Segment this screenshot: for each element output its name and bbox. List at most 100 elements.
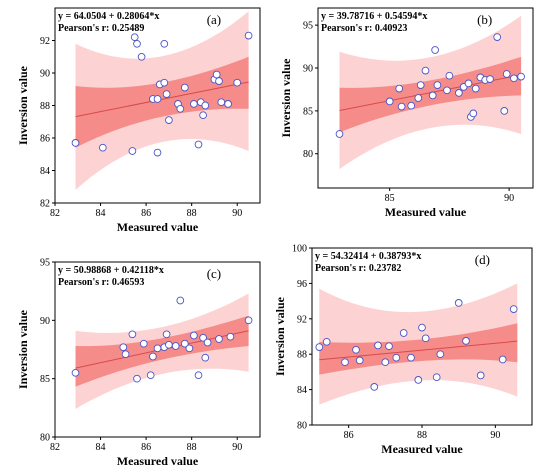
y-tick-label: 90 xyxy=(40,69,50,80)
data-point xyxy=(443,86,451,95)
data-point xyxy=(407,101,416,110)
data-point xyxy=(510,74,518,83)
data-point xyxy=(454,299,463,307)
data-point xyxy=(160,78,169,87)
data-point xyxy=(162,330,171,339)
plot-area xyxy=(71,293,253,409)
confidence-band xyxy=(319,323,518,375)
data-point xyxy=(385,97,394,106)
panel-3: 82 84 86 88 90 80 85 90 95 Measured value Inversio… xyxy=(16,258,261,468)
y-tick-label: 80 xyxy=(303,149,313,160)
data-point xyxy=(180,339,189,348)
data-point xyxy=(146,371,155,380)
data-point xyxy=(381,358,390,367)
x-tick-label: 86 xyxy=(141,208,151,219)
pearson-r: Pearson's r: 0.23782 xyxy=(315,263,401,274)
y-tick-label: 82 xyxy=(40,199,50,210)
plot-frame xyxy=(54,261,261,438)
data-point xyxy=(445,71,454,80)
y-tick-label: 80 xyxy=(297,421,307,432)
data-point xyxy=(139,339,148,348)
y-tick-label: 85 xyxy=(303,106,313,117)
data-point xyxy=(335,130,344,138)
panel-label: (b) xyxy=(477,12,492,27)
data-point xyxy=(149,352,157,361)
x-tick-label: 90 xyxy=(232,208,242,219)
data-point xyxy=(414,94,423,102)
regression-equation: y = 54.32414 + 0.38793*x xyxy=(315,251,421,262)
data-point xyxy=(244,31,253,40)
x-tick-label: 85 xyxy=(385,193,395,204)
data-point xyxy=(469,109,478,118)
x-tick-label: 86 xyxy=(344,430,354,441)
data-point xyxy=(226,332,235,341)
x-tick-label: 82 xyxy=(50,442,60,453)
y-axis-label: Inversion value xyxy=(16,309,30,389)
confidence-band xyxy=(75,315,249,387)
data-point xyxy=(374,341,382,350)
data-point xyxy=(133,39,141,48)
x-tick-label: 88 xyxy=(187,208,197,219)
plot-area xyxy=(315,283,518,405)
panel-label: (a) xyxy=(207,12,221,27)
y-tick-label: 84 xyxy=(40,166,50,177)
data-point xyxy=(194,371,203,380)
data-point xyxy=(119,343,128,352)
data-point xyxy=(71,368,80,377)
data-point xyxy=(322,337,331,346)
x-tick-label: 84 xyxy=(96,208,106,219)
y-tick-label: 85 xyxy=(40,374,50,385)
x-axis-label: Measured value xyxy=(117,454,199,468)
data-point xyxy=(464,79,473,88)
data-point xyxy=(493,33,502,41)
y-tick-label: 90 xyxy=(303,64,313,75)
data-point xyxy=(486,75,494,83)
panel-label: (d) xyxy=(475,252,490,267)
x-tick-label: 88 xyxy=(417,430,427,441)
data-point xyxy=(133,374,141,383)
data-point xyxy=(98,143,107,152)
data-point xyxy=(428,91,437,100)
plot-frame xyxy=(317,7,534,189)
fit-line xyxy=(319,340,518,361)
data-point xyxy=(352,345,360,354)
y-tick-label: 80 xyxy=(40,433,50,444)
y-tick-label: 86 xyxy=(40,134,50,145)
data-point xyxy=(121,350,130,359)
pearson-r: Pearson's r: 0.25489 xyxy=(58,23,144,34)
data-point xyxy=(153,148,162,157)
y-tick-label: 88 xyxy=(40,101,50,112)
data-point xyxy=(130,33,139,42)
x-tick-label: 90 xyxy=(504,193,514,204)
y-tick-label: 96 xyxy=(297,279,307,290)
data-point xyxy=(201,353,210,362)
data-point xyxy=(217,98,226,107)
data-point xyxy=(165,116,173,124)
data-point xyxy=(431,46,439,54)
x-tick-label: 90 xyxy=(490,430,500,441)
data-point xyxy=(476,371,485,380)
panel-label: (c) xyxy=(207,266,221,281)
data-point xyxy=(128,330,137,339)
plot-area xyxy=(71,11,253,190)
data-point xyxy=(162,90,171,98)
data-point xyxy=(433,81,442,89)
data-point xyxy=(212,70,221,79)
data-point xyxy=(128,147,137,155)
data-point xyxy=(153,95,162,103)
data-point xyxy=(432,373,441,382)
x-tick-label: 90 xyxy=(232,442,242,453)
x-tick-label: 82 xyxy=(50,208,60,219)
data-point xyxy=(500,107,509,115)
data-point xyxy=(385,342,393,351)
y-tick-label: 88 xyxy=(297,350,307,361)
data-point xyxy=(407,353,415,362)
data-point xyxy=(199,333,207,342)
data-point xyxy=(71,139,80,147)
panel-4: 86 88 90 80 84 88 92 96 100 Measured value Inversi… xyxy=(273,244,533,456)
regression-equation: y = 64.0504 + 0.28064*x xyxy=(58,11,159,22)
pearson-r: Pearson's r: 0.40923 xyxy=(321,23,407,34)
plot-area xyxy=(335,15,525,170)
data-point xyxy=(180,83,189,92)
data-point xyxy=(153,344,162,353)
